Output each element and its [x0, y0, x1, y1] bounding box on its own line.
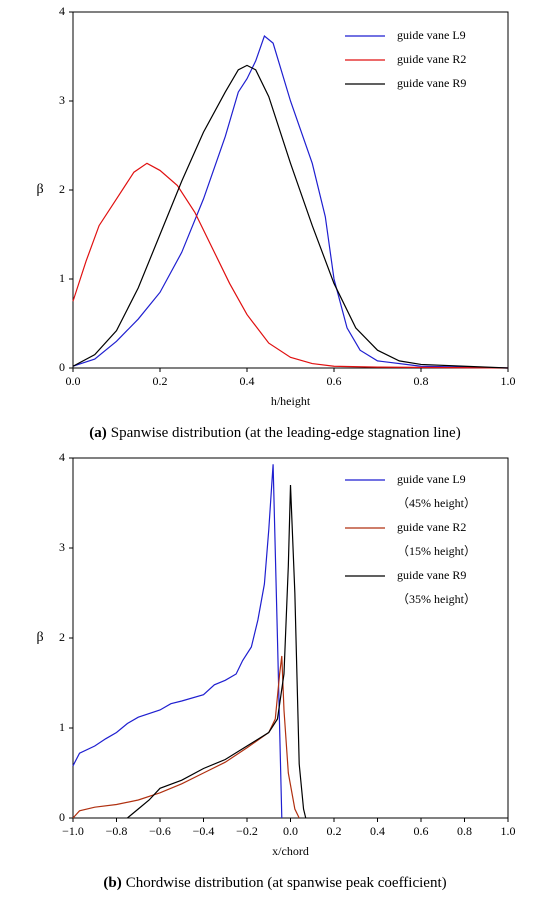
y-tick-label: 3 [59, 93, 65, 107]
data-line [72, 655, 300, 819]
data-line [72, 162, 509, 369]
x-tick-label: 0.8 [457, 824, 472, 838]
legend-label: guide vane R2 [397, 520, 466, 534]
x-tick-label: −1.0 [62, 824, 84, 838]
legend-note: （45% height） [397, 496, 476, 510]
y-tick-label: 0 [59, 360, 65, 374]
x-tick-label: 0.8 [414, 374, 429, 388]
legend-note: （35% height） [397, 592, 476, 606]
caption: (a) Spanwise distribution (at the leading… [89, 425, 460, 441]
legend-label: guide vane L9 [397, 472, 466, 486]
legend-label: guide vane R2 [397, 52, 466, 66]
plot-frame [72, 457, 509, 819]
caption: (b) Chordwise distribution (at spanwise p… [103, 875, 446, 891]
x-tick-label: 0.0 [66, 374, 81, 388]
y-axis-label: β [36, 630, 43, 645]
x-tick-label: −0.2 [236, 824, 258, 838]
legend-label: guide vane L9 [397, 28, 466, 42]
x-tick-label: −0.4 [193, 824, 215, 838]
x-tick-label: −0.6 [149, 824, 171, 838]
y-tick-label: 4 [59, 4, 65, 18]
y-tick-label: 3 [59, 540, 65, 554]
x-tick-label: 0.6 [327, 374, 342, 388]
y-axis-label: β [36, 182, 43, 197]
x-tick-label: 0.0 [283, 824, 298, 838]
x-axis-label: h/height [271, 394, 311, 408]
legend-label: guide vane R9 [397, 568, 466, 582]
caption-text: Chordwise distribution (at spanwise peak… [126, 875, 447, 891]
data-line [72, 64, 509, 369]
y-tick-label: 1 [59, 720, 65, 734]
data-line [72, 464, 283, 819]
x-tick-label: 0.4 [370, 824, 385, 838]
y-tick-label: 0 [59, 810, 65, 824]
x-tick-label: 1.0 [501, 824, 516, 838]
x-axis-label: x/chord [272, 844, 309, 858]
x-tick-label: 0.2 [153, 374, 168, 388]
data-line [72, 35, 509, 369]
data-line [126, 484, 307, 819]
caption-label: (a) [89, 425, 107, 441]
legend-note: （15% height） [397, 544, 476, 558]
y-tick-label: 2 [59, 630, 65, 644]
caption-text: Spanwise distribution (at the leading-ed… [111, 425, 461, 441]
caption-label: (b) [103, 875, 121, 891]
x-tick-label: 0.6 [414, 824, 429, 838]
x-tick-label: −0.8 [106, 824, 128, 838]
x-tick-label: 1.0 [501, 374, 516, 388]
legend-label: guide vane R9 [397, 76, 466, 90]
x-tick-label: 0.2 [327, 824, 342, 838]
y-tick-label: 2 [59, 182, 65, 196]
y-tick-label: 1 [59, 271, 65, 285]
x-tick-label: 0.4 [240, 374, 255, 388]
y-tick-label: 4 [59, 450, 65, 464]
